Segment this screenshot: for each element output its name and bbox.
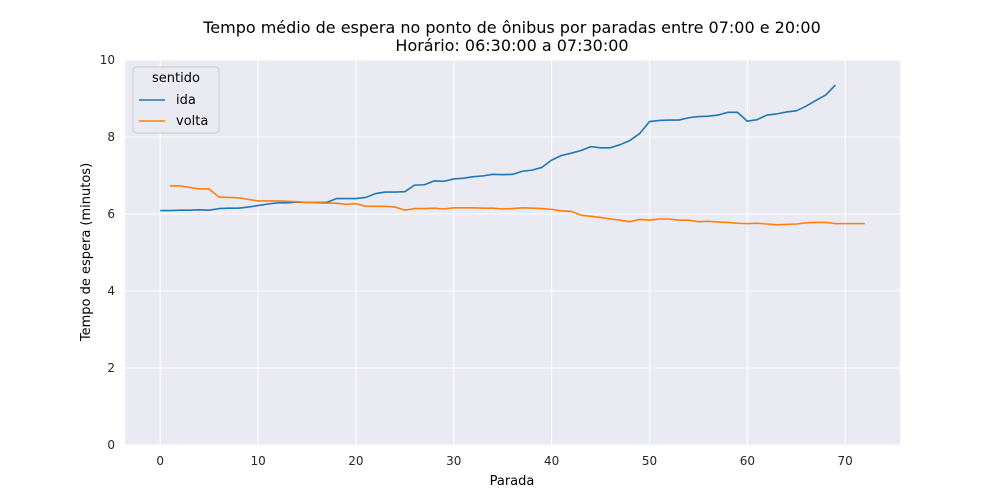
legend: sentido ida volta [132, 66, 220, 134]
series-line-ida [160, 84, 836, 212]
legend-box [132, 66, 220, 134]
x-tick-labels: 0 10 20 30 40 50 60 70 [156, 454, 852, 468]
y-tick-label: 4 [107, 284, 115, 298]
y-tick-labels: 0 2 4 6 8 10 [100, 53, 115, 452]
y-tick-label: 8 [107, 130, 115, 144]
legend-label-volta: volta [176, 114, 208, 129]
x-axis-label: Parada [490, 474, 535, 489]
x-tick-label: 40 [544, 454, 559, 468]
series-line-volta [170, 185, 865, 226]
y-tick-label: 6 [107, 207, 115, 221]
legend-title: sentido [152, 71, 200, 86]
y-tick-label: 0 [107, 438, 115, 452]
chart-title: Tempo médio de espera no ponto de ônibus… [202, 18, 821, 37]
series-lines [160, 84, 865, 226]
y-axis-label: Tempo de espera (minutos) [79, 163, 94, 342]
x-tick-label: 50 [642, 454, 657, 468]
x-tick-label: 20 [348, 454, 363, 468]
x-tick-label: 30 [446, 454, 461, 468]
x-tick-label: 10 [250, 454, 265, 468]
y-tick-label: 2 [107, 361, 115, 375]
x-tick-label: 70 [838, 454, 853, 468]
y-tick-label: 10 [100, 53, 115, 67]
x-tick-label: 60 [740, 454, 755, 468]
plot-area [125, 60, 900, 445]
legend-label-ida: ida [176, 93, 196, 108]
x-tick-label: 0 [156, 454, 164, 468]
grid-lines [125, 59, 900, 446]
chart-subtitle: Horário: 06:30:00 a 07:30:00 [395, 36, 628, 55]
